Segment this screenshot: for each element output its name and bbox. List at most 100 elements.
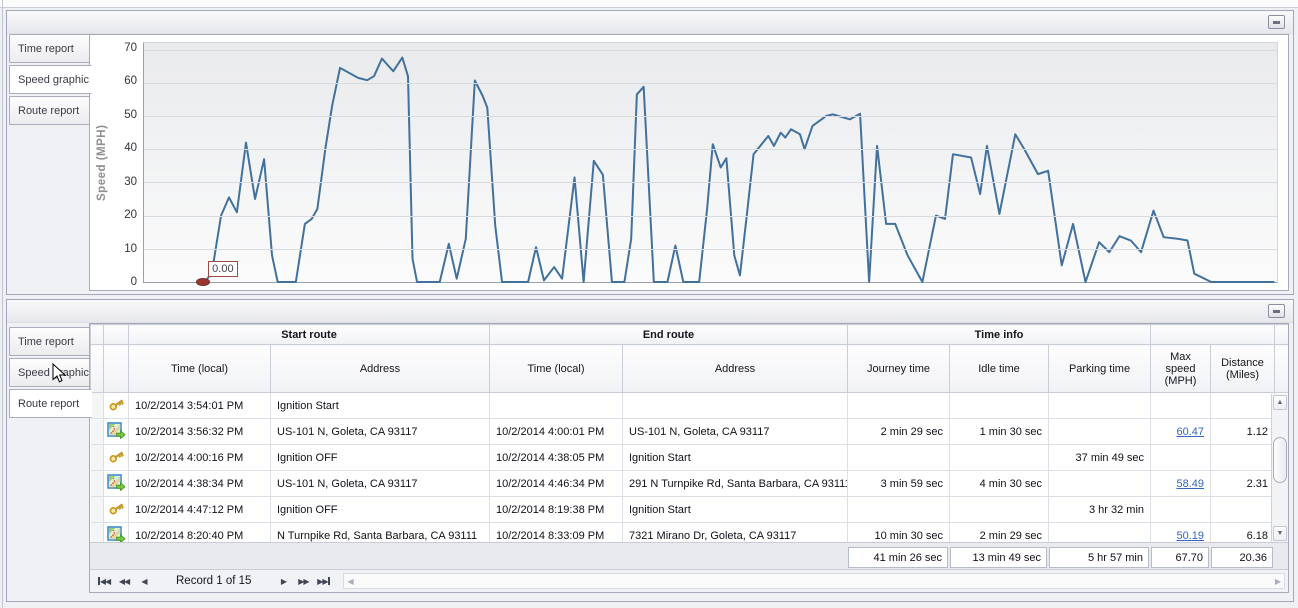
col-end-time[interactable]: Time (local) [489,344,623,393]
start-time-cell[interactable]: 10/2/2014 4:00:16 PM [128,444,271,471]
max-speed-cell[interactable]: 60.47 [1150,418,1212,445]
start-address-cell[interactable]: Ignition OFF [270,444,490,471]
col-start-address[interactable]: Address [270,344,490,393]
start-address-cell[interactable]: Ignition Start [270,392,490,419]
end-address-cell[interactable]: Ignition Start [622,444,848,471]
group-start-route[interactable]: Start route [128,324,490,345]
journey-time-cell[interactable] [847,496,950,523]
parking-time-cell[interactable] [1048,470,1152,497]
end-address-cell[interactable] [622,392,848,419]
col-max-speed[interactable]: Max speed (MPH) [1150,344,1212,393]
ignition-key-icon[interactable] [103,444,129,471]
group-time-info[interactable]: Time info [846,324,1152,345]
prev-record-button[interactable]: ◀ [141,576,147,586]
row-indicator[interactable] [90,496,104,523]
max-speed-cell[interactable] [1150,496,1212,523]
tab-speed-graphic[interactable]: Speed graphic [9,358,90,387]
distance-cell[interactable] [1210,392,1276,419]
tab-speed-graphic[interactable]: Speed graphic [9,65,92,94]
distance-cell[interactable]: 1.12 [1210,418,1276,445]
row-indicator[interactable] [90,418,104,445]
max-speed-link[interactable]: 60.47 [1176,425,1205,438]
tab-route-report[interactable]: Route report [9,389,92,418]
row-indicator[interactable] [90,444,104,471]
table-row[interactable]: 10/2/2014 4:38:34 PM US-101 N, Goleta, CA… [90,470,1288,497]
max-speed-cell[interactable]: 58.49 [1150,470,1212,497]
row-indicator[interactable] [90,392,104,419]
idle-time-cell[interactable] [949,444,1049,471]
start-time-cell[interactable]: 10/2/2014 4:38:34 PM [128,470,271,497]
tab-time-report[interactable]: Time report [9,34,90,63]
parking-time-cell[interactable] [1048,392,1152,419]
collapse-icon[interactable] [1268,15,1285,29]
idle-time-cell[interactable] [949,496,1049,523]
distance-cell[interactable] [1210,496,1276,523]
table-row[interactable]: 10/2/2014 4:47:12 PM Ignition OFF 10/2/201… [90,496,1288,523]
scroll-down-icon[interactable]: ▼ [1273,526,1287,541]
col-parking-time[interactable]: Parking time [1047,344,1152,393]
journey-time-cell[interactable]: 2 min 29 sec [847,418,950,445]
max-speed-link[interactable]: 50.19 [1176,529,1205,542]
ignition-key-icon[interactable] [103,392,129,419]
first-record-button[interactable]: ◀◀ [97,576,111,586]
idle-time-cell[interactable]: 4 min 30 sec [949,470,1049,497]
row-indicator[interactable] [90,470,104,497]
distance-cell[interactable]: 2.31 [1210,470,1276,497]
tab-time-report[interactable]: Time report [9,327,90,356]
end-time-cell[interactable]: 10/2/2014 4:00:01 PM [489,418,623,445]
start-point-marker[interactable] [196,278,211,286]
last-record-button[interactable]: ▶▶ [317,576,330,586]
parking-time-cell[interactable]: 3 hr 32 min [1048,496,1152,523]
group-end-route[interactable]: End route [489,324,848,345]
journey-time-cell[interactable] [847,392,950,419]
col-distance[interactable]: Distance (Miles) [1210,344,1276,393]
table-row[interactable]: 10/2/2014 3:54:01 PM Ignition Start [90,392,1288,419]
end-time-cell[interactable]: 10/2/2014 8:19:38 PM [489,496,623,523]
tab-route-report[interactable]: Route report [9,96,90,125]
journey-time-cell[interactable]: 3 min 59 sec [847,470,950,497]
scroll-up-icon[interactable]: ▲ [1273,395,1287,410]
end-address-cell[interactable]: US-101 N, Goleta, CA 93117 [622,418,848,445]
collapse-icon[interactable] [1268,304,1285,318]
scrollbar-track[interactable] [1272,411,1288,525]
max-speed-cell[interactable] [1150,392,1212,419]
col-journey-time[interactable]: Journey time [847,344,950,393]
col-start-time[interactable]: Time (local) [128,344,271,393]
end-time-cell[interactable]: 10/2/2014 4:46:34 PM [489,470,623,497]
table-row[interactable]: 10/2/2014 3:56:32 PM US-101 N, Goleta, CA… [90,418,1288,445]
max-speed-link[interactable]: 58.49 [1176,477,1205,490]
start-time-cell[interactable]: 10/2/2014 3:54:01 PM [128,392,271,419]
scrollbar-thumb[interactable] [1273,437,1287,483]
start-time-cell[interactable]: 10/2/2014 8:20:40 PM [128,522,271,542]
parking-time-cell[interactable] [1048,522,1152,542]
next-record-button[interactable]: ▶ [280,576,287,586]
parking-time-cell[interactable] [1048,418,1152,445]
end-address-cell[interactable]: 7321 Mirano Dr, Goleta, CA 93117 [622,522,848,542]
route-map-icon[interactable] [103,522,129,542]
route-map-icon[interactable] [103,418,129,445]
next-page-button[interactable]: ▶▶ [298,576,309,586]
end-time-cell[interactable] [489,392,623,419]
end-address-cell[interactable]: 291 N Turnpike Rd, Santa Barbara, CA 931… [622,470,848,497]
idle-time-cell[interactable]: 2 min 29 sec [949,522,1049,542]
start-address-cell[interactable]: N Turnpike Rd, Santa Barbara, CA 93111 [270,522,490,542]
table-row[interactable]: 10/2/2014 8:20:40 PM N Turnpike Rd, Santa… [90,522,1288,542]
end-address-cell[interactable]: Ignition Start [622,496,848,523]
max-speed-cell[interactable]: 50.19 [1150,522,1212,542]
col-idle-time[interactable]: Idle time [949,344,1049,393]
start-address-cell[interactable]: US-101 N, Goleta, CA 93117 [270,470,490,497]
end-time-cell[interactable]: 10/2/2014 4:38:05 PM [489,444,623,471]
end-time-cell[interactable]: 10/2/2014 8:33:09 PM [489,522,623,542]
journey-time-cell[interactable]: 10 min 30 sec [847,522,950,542]
col-end-address[interactable]: Address [622,344,848,393]
route-map-icon[interactable] [103,470,129,497]
distance-cell[interactable]: 6.18 [1210,522,1276,542]
row-indicator[interactable] [90,522,104,542]
start-time-cell[interactable]: 10/2/2014 3:56:32 PM [128,418,271,445]
scroll-right-icon[interactable]: ▶ [1274,576,1281,586]
ignition-key-icon[interactable] [103,496,129,523]
parking-time-cell[interactable]: 37 min 49 sec [1048,444,1152,471]
distance-cell[interactable] [1210,444,1276,471]
journey-time-cell[interactable] [847,444,950,471]
max-speed-cell[interactable] [1150,444,1212,471]
